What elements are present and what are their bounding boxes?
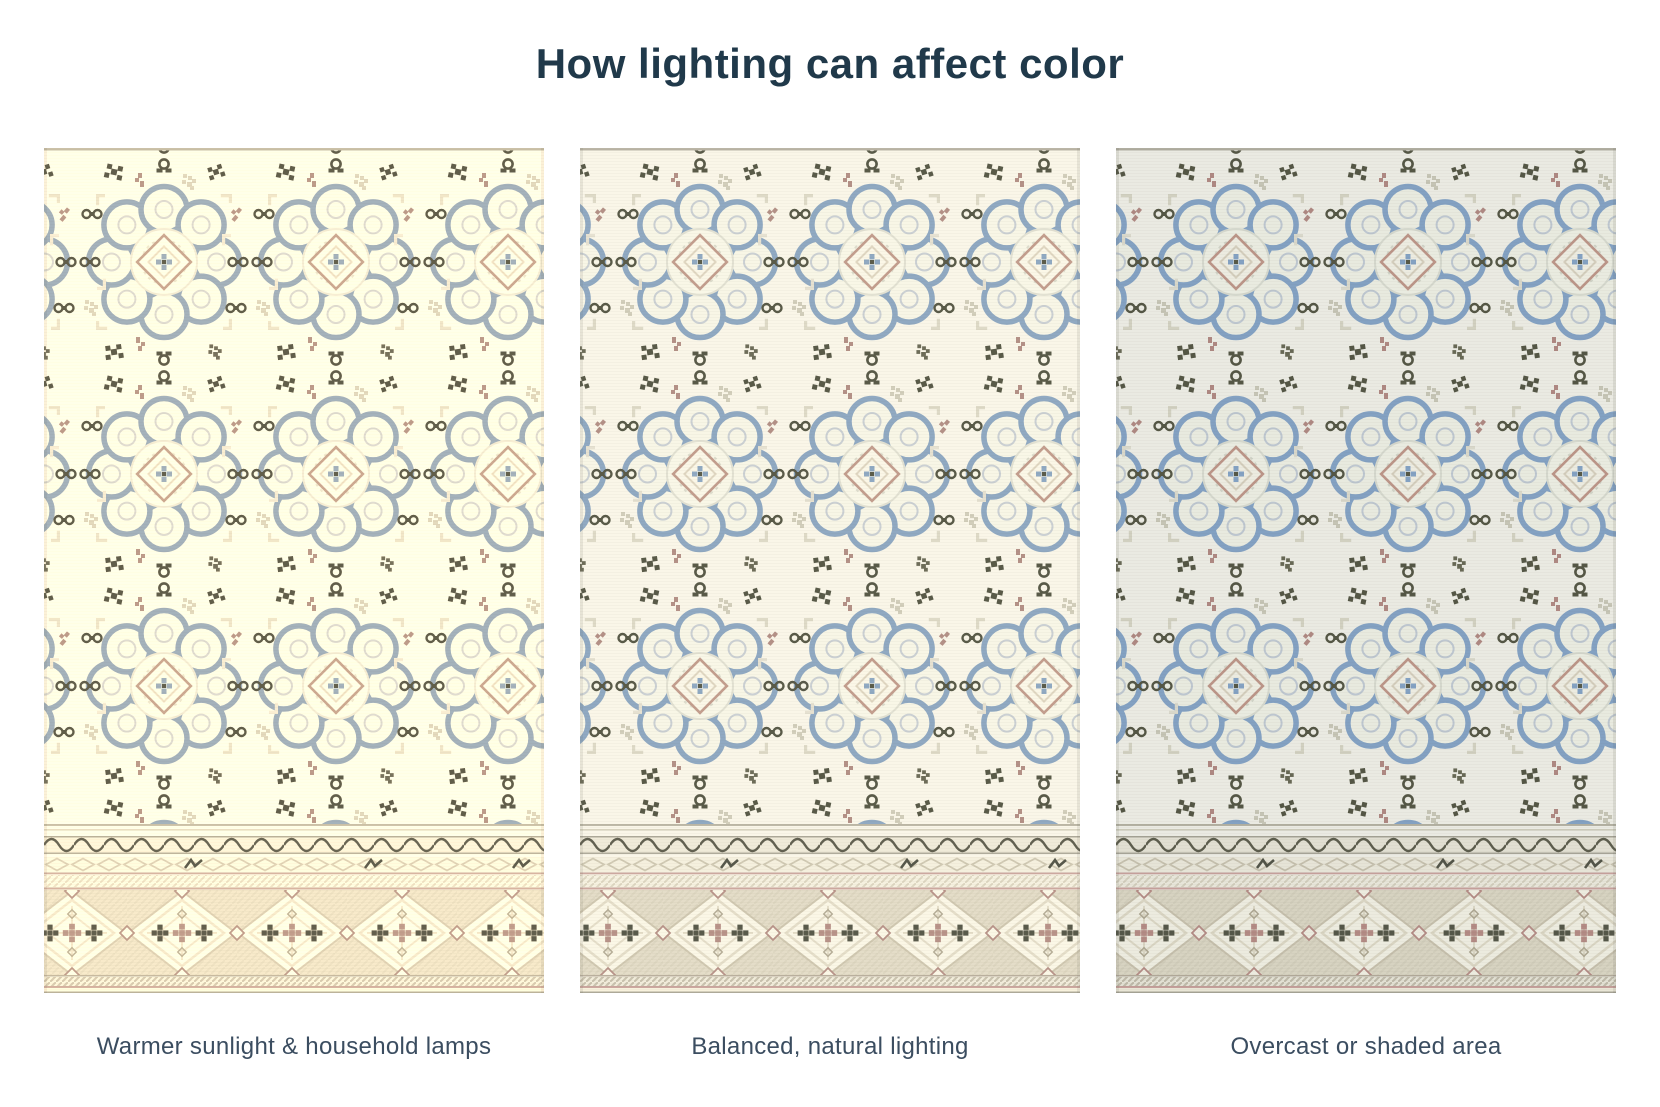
rug-artwork (44, 148, 544, 993)
panel-balanced-lighting: Balanced, natural lighting (580, 148, 1080, 1061)
panel-overcast-lighting: Overcast or shaded area (1116, 148, 1616, 1061)
page-title: How lighting can affect color (535, 40, 1125, 87)
panel-warm-lighting: Warmer sunlight & household lamps (44, 148, 544, 1061)
rug-artwork (1116, 148, 1616, 993)
caption-warm-lighting: Warmer sunlight & household lamps (96, 1033, 492, 1060)
caption-overcast-lighting: Overcast or shaded area (1230, 1033, 1502, 1060)
rug-photo-overcast-lighting (1116, 148, 1616, 993)
rug-artwork (580, 148, 1080, 993)
rug-photo-balanced-lighting (580, 148, 1080, 993)
rug-photo-warm-lighting (44, 148, 544, 993)
panels-row: Warmer sunlight & household lamps Balanc… (0, 148, 1660, 1061)
caption-balanced-lighting: Balanced, natural lighting (691, 1033, 969, 1060)
